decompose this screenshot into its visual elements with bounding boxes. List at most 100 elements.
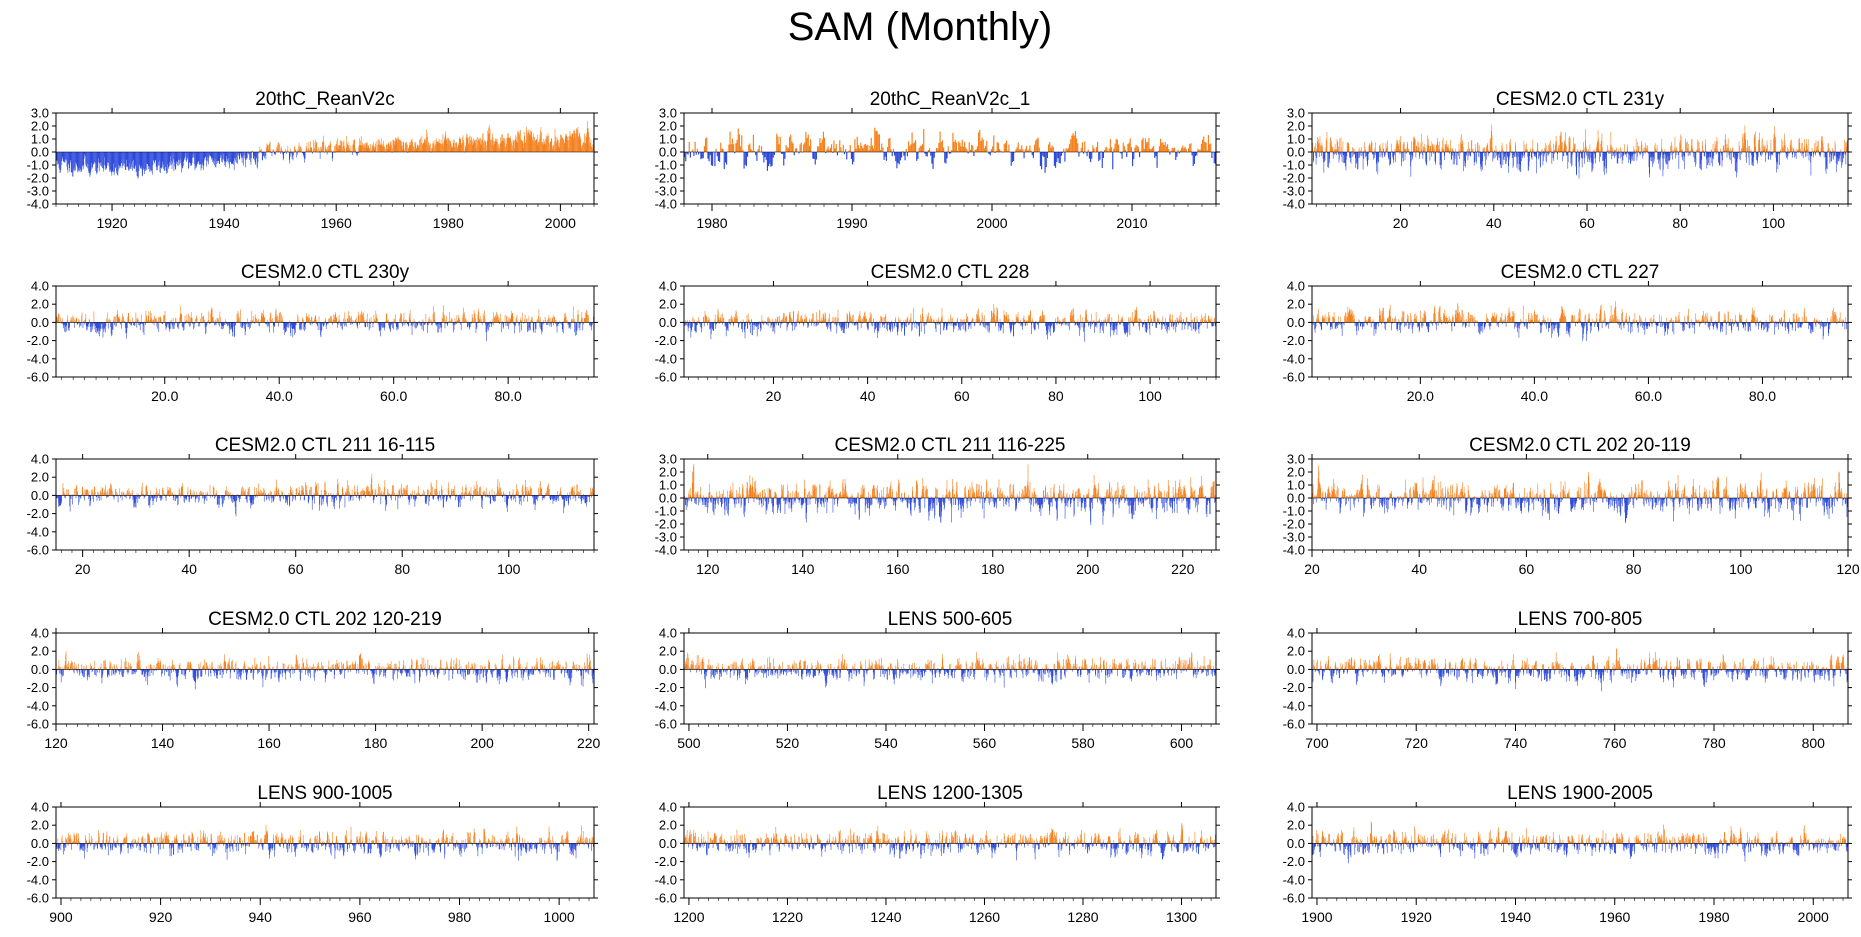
bar	[536, 139, 537, 152]
bar	[1360, 150, 1361, 152]
bar	[358, 146, 359, 152]
bar	[153, 152, 154, 161]
bar	[850, 152, 852, 160]
bar	[1711, 152, 1713, 167]
bar	[927, 149, 929, 152]
bar	[1154, 152, 1156, 158]
bar	[1715, 148, 1717, 152]
bar	[750, 149, 752, 152]
bar	[342, 322, 343, 330]
bar	[1702, 152, 1704, 153]
bar	[1805, 150, 1807, 152]
bar	[874, 127, 876, 152]
bar	[873, 148, 875, 152]
bar	[1321, 142, 1323, 152]
bar	[1620, 148, 1622, 152]
bar	[1788, 152, 1789, 154]
bar	[414, 322, 416, 328]
bar	[1649, 152, 1651, 161]
bar	[544, 143, 546, 152]
bar	[1416, 150, 1418, 152]
bar	[1451, 152, 1452, 160]
bar	[860, 322, 862, 328]
bar	[377, 139, 379, 152]
bar	[1469, 148, 1471, 152]
bar	[718, 320, 720, 323]
bar	[479, 316, 481, 323]
bar	[1587, 152, 1589, 157]
y-tick-label: -1.0	[655, 158, 677, 173]
bar	[1045, 152, 1047, 168]
bar	[1413, 136, 1415, 152]
bar	[477, 140, 479, 152]
bar	[425, 313, 427, 323]
bar	[1740, 150, 1742, 152]
bar	[1104, 149, 1106, 152]
bar	[1580, 152, 1581, 154]
bar	[1502, 152, 1504, 166]
bar	[75, 152, 77, 163]
bar	[1471, 140, 1473, 152]
bar	[1344, 152, 1346, 163]
bar	[115, 152, 117, 167]
bar	[1626, 152, 1627, 154]
bar	[344, 322, 345, 327]
bar	[1421, 141, 1423, 152]
bar	[202, 152, 203, 163]
bar	[1589, 152, 1590, 160]
bar	[182, 152, 184, 167]
bar	[1601, 133, 1603, 152]
bar	[1497, 152, 1499, 161]
bar	[364, 143, 365, 152]
bar	[274, 152, 276, 155]
bar	[989, 152, 991, 156]
bar	[1779, 152, 1781, 155]
bar	[218, 318, 219, 323]
bar	[845, 322, 847, 329]
bar	[1114, 143, 1116, 152]
bar	[355, 317, 357, 323]
bar	[552, 145, 554, 152]
bar	[1402, 152, 1403, 153]
bar	[749, 319, 750, 323]
bar	[547, 322, 549, 325]
x-tick-label: 80	[1672, 215, 1688, 231]
bar	[543, 320, 544, 323]
bar	[224, 152, 226, 166]
bar	[1449, 150, 1450, 152]
bar	[981, 137, 983, 152]
bar	[1710, 149, 1712, 152]
bar	[1764, 146, 1765, 152]
bar	[1357, 152, 1358, 162]
bar	[426, 129, 427, 152]
bar	[1372, 152, 1373, 155]
bar	[200, 152, 201, 165]
bar	[1655, 150, 1656, 152]
bar	[420, 137, 421, 152]
bar	[1395, 152, 1396, 163]
bar	[1371, 140, 1372, 152]
bar	[221, 152, 223, 161]
bar	[882, 317, 884, 323]
bar	[1736, 152, 1737, 178]
bar	[692, 149, 694, 152]
bar	[1343, 152, 1344, 155]
bar	[519, 322, 521, 333]
bar	[1633, 152, 1635, 161]
bar	[1650, 152, 1651, 153]
bar	[831, 144, 833, 152]
bar	[710, 322, 712, 335]
bar	[1352, 147, 1353, 152]
bar	[1496, 152, 1498, 155]
bar	[128, 313, 130, 323]
bar	[1536, 149, 1538, 152]
bar	[701, 152, 703, 159]
bar	[75, 152, 76, 171]
bar	[894, 152, 896, 156]
bar	[308, 141, 310, 152]
bar	[767, 317, 768, 323]
bar	[1316, 141, 1318, 152]
bar	[860, 320, 862, 323]
bar	[224, 152, 226, 162]
bar	[199, 152, 201, 165]
